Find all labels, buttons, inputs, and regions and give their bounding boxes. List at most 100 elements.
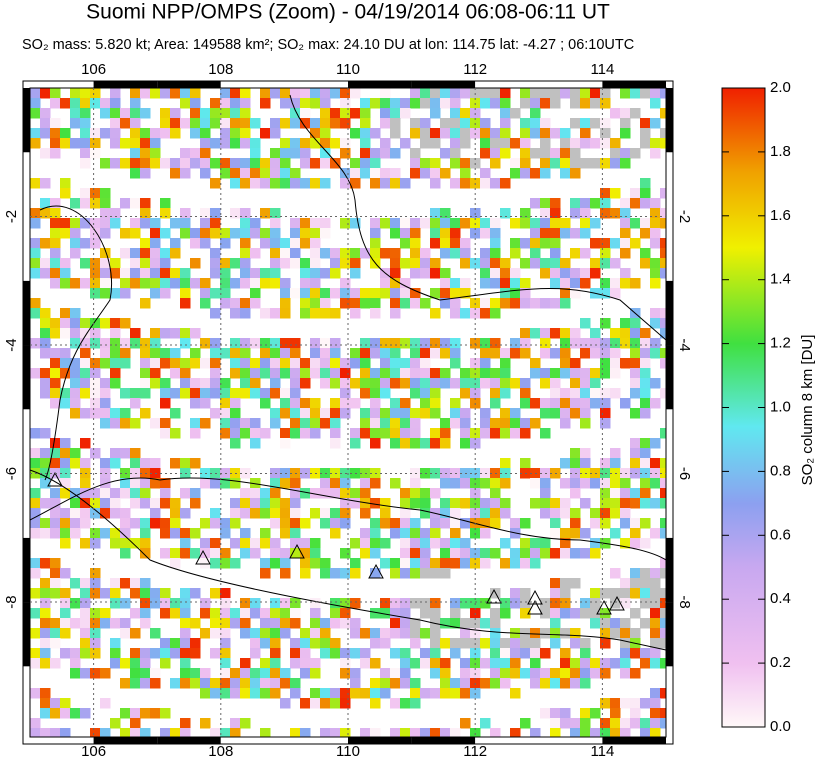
pixel [160,208,171,219]
pixel [180,118,191,129]
pixel [330,108,341,119]
pixel [260,398,271,409]
pixel [180,628,191,639]
pixel [510,558,521,569]
pixel [130,138,141,149]
colorbar-tick-label: 0.4 [770,590,791,607]
pixel [480,678,491,689]
pixel [70,658,81,669]
pixel [460,678,471,689]
pixel [640,578,651,589]
pixel [520,418,531,429]
pixel [460,688,471,699]
pixel [50,328,61,339]
pixel [320,128,331,139]
pixel [400,218,411,229]
pixel [640,258,651,269]
pixel [450,358,461,369]
pixel [270,208,281,219]
pixel [480,248,491,259]
pixel [30,138,41,149]
pixel [600,388,611,399]
pixel [70,328,81,339]
pixel [130,328,141,339]
pixel [520,258,531,269]
pixel [80,328,91,339]
pixel [360,628,371,639]
pixel [460,558,471,569]
scale-bar [284,737,348,744]
pixel [350,618,361,629]
pixel [310,128,321,139]
pixel [210,358,221,369]
pixel [370,698,381,709]
pixel [370,308,381,319]
pixel [450,618,461,629]
pixel [460,168,471,179]
pixel [230,108,241,119]
pixel [200,298,211,309]
pixel [440,278,451,289]
pixel [380,168,391,179]
pixel [130,128,141,139]
pixel [270,248,281,259]
pixel [250,138,261,149]
pixel [400,558,411,569]
pixel [370,438,381,449]
pixel [260,228,271,239]
pixel [140,218,151,229]
pixel [610,338,621,349]
pixel [200,158,211,169]
pixel [450,608,461,619]
pixel [640,518,651,529]
pixel [270,158,281,169]
pixel [630,518,641,529]
pixel [320,348,331,359]
pixel [520,148,531,159]
pixel [300,288,311,299]
pixel [390,528,401,539]
pixel [230,668,241,679]
pixel [120,108,131,119]
pixel [50,448,61,459]
pixel [610,358,621,369]
pixel [330,568,341,579]
pixel [180,458,191,469]
pixel [510,688,521,699]
pixel [410,268,421,279]
pixel [580,408,591,419]
lat-tick-label: -2 [3,210,20,223]
pixel [370,608,381,619]
pixel [390,338,401,349]
pixel [430,558,441,569]
pixel [120,348,131,359]
pixel [550,508,561,519]
pixel [600,118,611,129]
pixel [120,228,131,239]
pixel [50,98,61,109]
pixel [100,588,111,599]
pixel [520,288,531,299]
pixel [460,178,471,189]
pixel [350,688,361,699]
pixel [590,88,601,99]
pixel [230,178,241,189]
pixel [120,518,131,529]
pixel [440,658,451,669]
pixel [30,728,41,737]
pixel [470,728,481,737]
pixel [160,158,171,169]
pixel [390,298,401,309]
pixel [130,108,141,119]
pixel [80,368,91,379]
pixel [380,118,391,129]
pixel [640,228,651,239]
pixel [80,408,91,419]
pixel [560,258,571,269]
pixel [560,498,571,509]
pixel [180,328,191,339]
scale-bar [666,152,673,217]
pixel [280,88,291,99]
pixel [400,658,411,669]
pixel [370,98,381,109]
